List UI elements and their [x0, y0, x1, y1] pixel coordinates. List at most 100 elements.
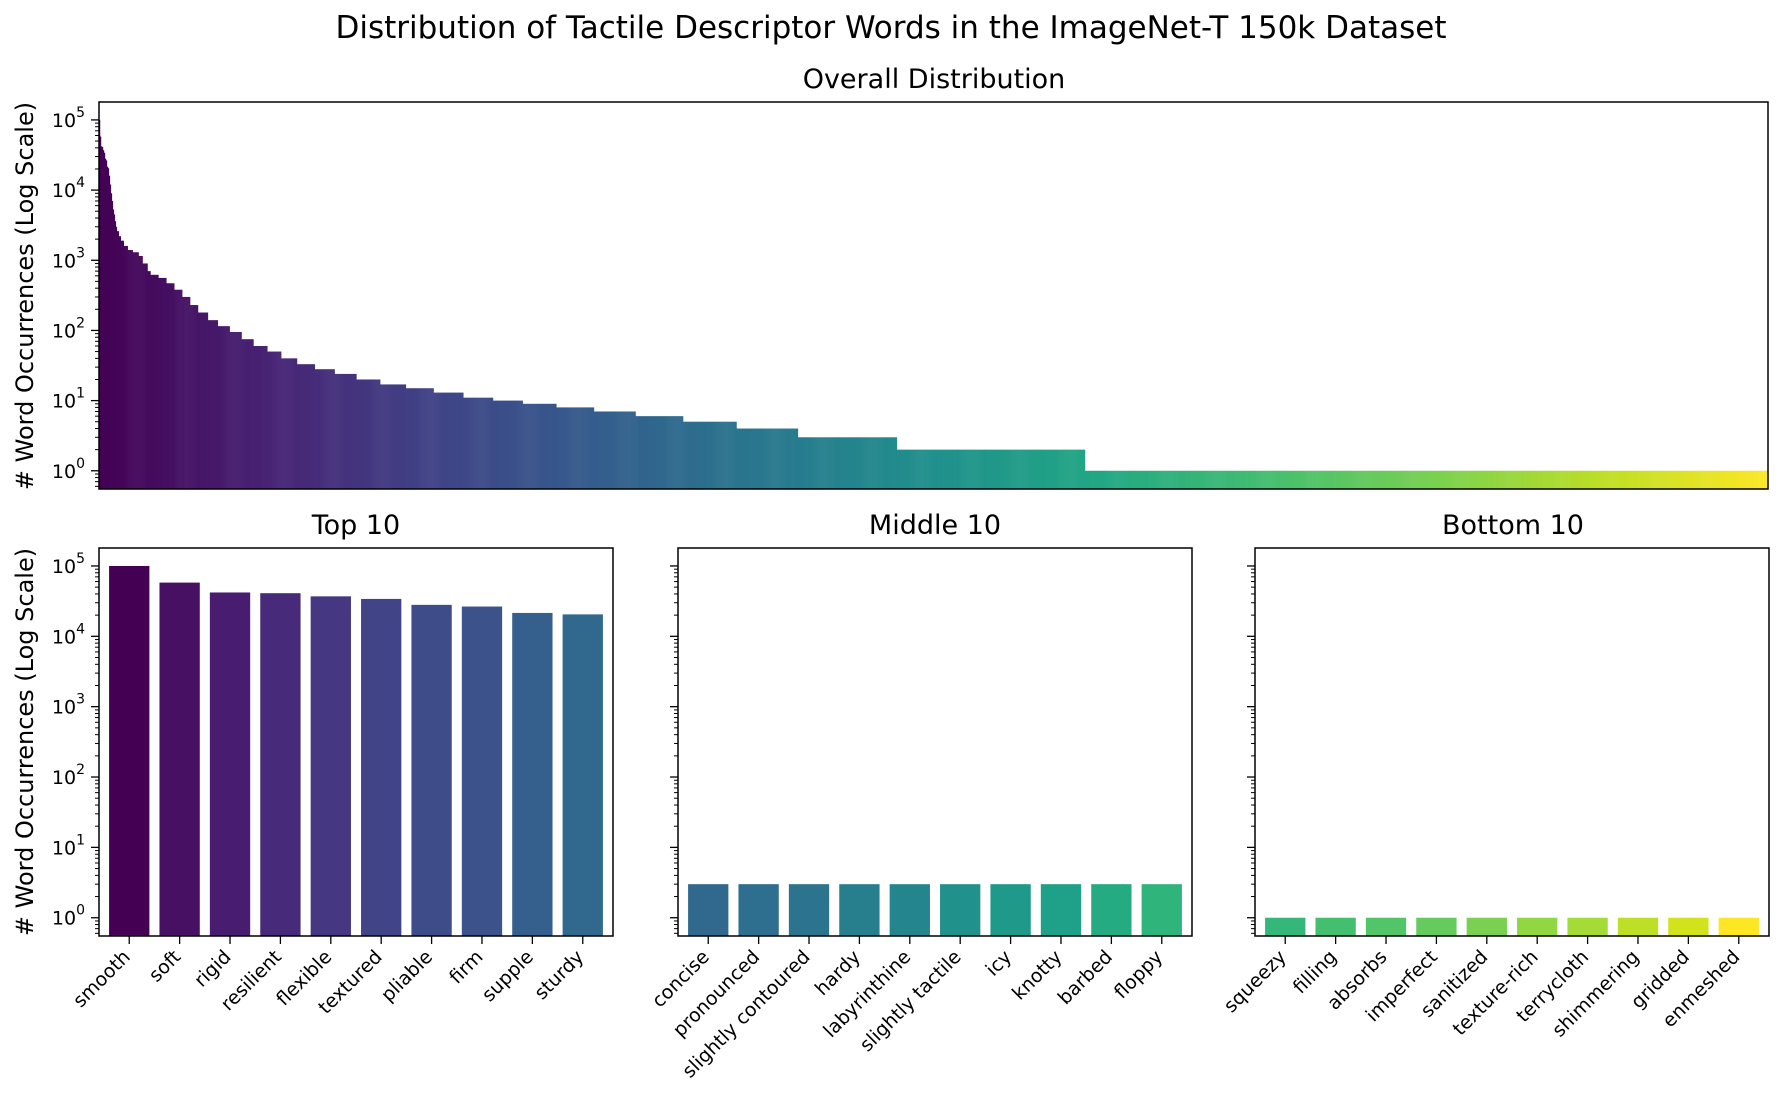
overall-bar — [168, 283, 170, 489]
overall-bar — [293, 358, 295, 489]
overall-bar — [1618, 470, 1620, 489]
overall-bar — [493, 400, 496, 489]
overall-bar — [588, 407, 590, 489]
overall-bar — [517, 400, 519, 489]
overall-bar — [437, 392, 439, 489]
overall-bar — [1075, 449, 1077, 489]
overall-bar — [385, 384, 387, 489]
overall-bar — [197, 305, 199, 489]
overall-bar — [405, 388, 408, 489]
overall-bar — [1192, 470, 1195, 489]
overall-bar — [1536, 470, 1538, 489]
overall-bar — [520, 400, 522, 489]
overall-bar — [871, 437, 873, 489]
overall-bar — [321, 369, 323, 489]
overall-bar — [1013, 449, 1015, 489]
overall-bar — [165, 277, 167, 489]
overall-bar — [686, 421, 688, 489]
overall-bar — [1588, 470, 1591, 489]
overall-bar — [1526, 470, 1528, 489]
overall-bar — [1560, 470, 1562, 489]
overall-bar — [1380, 470, 1383, 489]
overall-bar — [861, 437, 863, 489]
overall-bar — [677, 416, 679, 489]
overall-bar — [973, 449, 975, 489]
overall-bar — [1157, 470, 1159, 489]
overall-bar — [1220, 470, 1222, 489]
overall-bar — [1611, 470, 1613, 489]
bar-hardy — [839, 884, 880, 936]
overall-bar — [816, 437, 818, 489]
overall-bar — [553, 403, 555, 489]
overall-bar — [1354, 470, 1356, 489]
overall-bar — [1431, 470, 1433, 489]
overall-bar — [1559, 470, 1561, 489]
overall-bar — [354, 373, 356, 489]
overall-bar — [1727, 470, 1729, 489]
overall-bar — [1449, 470, 1451, 489]
overall-bar — [271, 351, 273, 489]
overall-bar — [765, 428, 767, 489]
overall-bar — [1619, 470, 1621, 489]
overall-bar — [746, 428, 748, 489]
overall-bar — [1214, 470, 1216, 489]
overall-bar — [1154, 470, 1156, 489]
overall-bar — [1707, 470, 1709, 489]
overall-bar — [534, 403, 536, 489]
overall-bar — [953, 449, 955, 489]
overall-bar — [1442, 470, 1444, 489]
overall-bar — [793, 428, 796, 489]
overall-bar — [1229, 470, 1231, 489]
overall-bar — [853, 437, 855, 489]
overall-bar — [127, 250, 129, 489]
overall-bar — [1532, 470, 1534, 489]
overall-bar — [1281, 470, 1284, 489]
overall-bar — [1224, 470, 1226, 489]
overall-bar — [377, 379, 379, 489]
overall-bar — [1074, 449, 1076, 489]
overall-bar — [1555, 470, 1557, 489]
overall-bar — [607, 411, 610, 489]
overall-bar — [733, 421, 735, 489]
overall-bar — [1705, 470, 1707, 489]
overall-bar — [1185, 470, 1188, 489]
overall-bar — [147, 271, 149, 489]
overall-bar — [1296, 470, 1299, 489]
overall-bar — [538, 403, 540, 489]
overall-bar — [324, 369, 326, 489]
overall-bar — [1284, 470, 1287, 489]
overall-bar — [1473, 470, 1476, 489]
overall-bar — [1730, 470, 1732, 489]
overall-bar — [836, 437, 838, 489]
overall-bar — [1732, 470, 1734, 489]
overall-bar — [864, 437, 866, 489]
overall-bar — [277, 351, 279, 489]
overall-bar — [1764, 470, 1766, 489]
overall-bar — [983, 449, 986, 489]
overall-bar — [1572, 470, 1575, 489]
overall-bar — [889, 437, 892, 489]
overall-bar — [403, 384, 406, 489]
overall-bar — [706, 421, 709, 489]
overall-bar — [1084, 470, 1087, 489]
overall-bar — [597, 411, 600, 489]
overall-bar — [1509, 470, 1511, 489]
overall-bar — [374, 379, 376, 489]
overall-bar — [1399, 470, 1401, 489]
overall-bar — [984, 449, 987, 489]
overall-bar — [832, 437, 834, 489]
overall-bar — [1332, 470, 1334, 489]
overall-bar — [938, 449, 940, 489]
overall-bar — [393, 384, 395, 489]
overall-bar — [831, 437, 833, 489]
overall-bar — [1062, 449, 1064, 489]
overall-bar — [272, 351, 274, 489]
overall-bar — [1486, 470, 1489, 489]
overall-bar — [1021, 449, 1023, 489]
overall-bar — [1243, 470, 1245, 489]
overall-bar — [952, 449, 954, 489]
overall-bar — [101, 147, 104, 489]
overall-bar — [961, 449, 963, 489]
overall-bar — [875, 437, 877, 489]
